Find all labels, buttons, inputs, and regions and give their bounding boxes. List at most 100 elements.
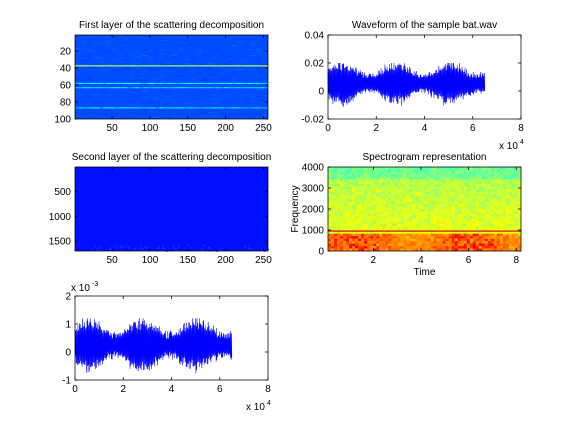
- spectrogram-cell: [472, 201, 476, 205]
- heatmap-cell: [261, 112, 268, 114]
- spectrogram-cell: [436, 216, 440, 220]
- spectrogram-cell: [514, 169, 519, 173]
- spectrogram-cell: [355, 236, 359, 239]
- spectrogram-cell: [430, 221, 434, 225]
- spectrogram-cell: [478, 179, 482, 183]
- spectrogram-cell: [430, 209, 434, 212]
- heatmap-cell: [129, 66, 136, 67]
- spectrogram-cell: [499, 216, 504, 220]
- spectrogram-cell: [454, 184, 458, 187]
- spectrogram-cell: [514, 171, 519, 175]
- spectrogram-cell: [478, 201, 482, 205]
- heatmap-cell: [117, 108, 124, 109]
- spectrogram-cell: [493, 241, 498, 244]
- spectrogram-cell: [421, 186, 425, 190]
- heatmap-cell: [81, 57, 88, 59]
- heatmap-cell: [189, 70, 196, 72]
- spectrogram-cell: [451, 176, 455, 180]
- spectrogram-cell: [487, 201, 492, 205]
- spectrogram-cell: [382, 186, 386, 190]
- spectrogram-cell: [448, 241, 452, 244]
- spectrogram-cell: [400, 186, 404, 190]
- spectrogram-cell: [460, 196, 464, 200]
- heatmap-bright-row: [155, 65, 160, 67]
- heatmap-cell: [255, 50, 262, 51]
- spectrogram-cell: [397, 241, 401, 244]
- spectrogram-cell: [493, 181, 498, 185]
- heatmap-cell: [189, 117, 196, 119]
- heatmap-cell: [159, 105, 166, 107]
- spectrogram-cell: [454, 226, 458, 229]
- heatmap-cell: [147, 114, 154, 116]
- spectrogram-cell: [343, 211, 347, 215]
- heatmap-cell: [117, 56, 124, 58]
- spectrogram-cell: [382, 243, 386, 247]
- heatmap-cell: [135, 71, 142, 73]
- heatmap-cell: [219, 249, 221, 251]
- spectrogram-cell: [352, 179, 356, 183]
- spectrogram-cell: [385, 204, 389, 207]
- spectrogram-cell: [433, 236, 437, 239]
- spectrogram-cell: [331, 206, 335, 210]
- spectrogram-cell: [478, 174, 482, 178]
- spectrogram-cell: [385, 201, 389, 205]
- spectrogram-cell: [517, 248, 522, 252]
- spectrogram-cell: [328, 221, 332, 225]
- spectrogram-cell: [367, 248, 371, 252]
- heatmap-cell: [123, 63, 130, 65]
- heatmap-cell: [231, 85, 238, 87]
- spectrogram-cell: [463, 196, 467, 200]
- heatmap-cell: [261, 116, 268, 118]
- heatmap-cell: [75, 115, 82, 117]
- spectrogram-cell: [391, 176, 395, 180]
- heatmap-cell: [153, 71, 160, 72]
- heatmap-cell: [177, 55, 184, 56]
- spectrogram-cell: [418, 216, 422, 220]
- spectrogram-cell: [409, 191, 413, 195]
- spectrogram-cell: [478, 248, 482, 252]
- heatmap-bright-row: [79, 82, 84, 85]
- heatmap-cell: [75, 87, 82, 89]
- spectrogram-cell: [388, 228, 392, 232]
- spectrogram-cell: [415, 238, 419, 242]
- spectrogram-cell: [406, 233, 410, 237]
- spectrogram-cell: [382, 211, 386, 215]
- spectrogram-cell: [349, 169, 353, 173]
- spectrogram-cell: [475, 204, 479, 207]
- spectrogram-cell: [439, 181, 443, 185]
- spectrogram-cell: [448, 176, 452, 180]
- spectrogram-cell: [352, 221, 356, 225]
- heatmap-cell: [213, 82, 220, 83]
- spectrogram-cell: [460, 186, 464, 190]
- spectrogram-cell: [490, 199, 495, 202]
- heatmap-cell: [153, 95, 160, 97]
- y-tick-label: 500: [54, 187, 71, 198]
- spectrogram-cell: [364, 169, 368, 173]
- spectrogram-cell: [436, 174, 440, 178]
- chart-title: First layer of the scattering decomposit…: [79, 20, 264, 31]
- heatmap-cell: [153, 102, 160, 104]
- heatmap-bright-row: [99, 87, 104, 89]
- spectrogram-cell: [493, 218, 498, 222]
- spectrogram-cell: [376, 218, 380, 222]
- heatmap-cell: [243, 102, 250, 104]
- spectrogram-cell: [433, 194, 437, 197]
- spectrogram-cell: [388, 167, 392, 170]
- spectrogram-cell: [460, 211, 464, 215]
- heatmap-cell: [159, 66, 166, 67]
- heatmap-cell: [129, 73, 136, 75]
- heatmap-cell: [147, 68, 154, 70]
- spectrogram-cell: [505, 243, 510, 247]
- spectrogram-cell: [460, 169, 464, 173]
- y-tick-label: 1500: [49, 237, 72, 248]
- spectrogram-cell: [484, 231, 489, 234]
- heatmap-cell: [111, 67, 118, 69]
- heatmap-bright-row: [115, 107, 120, 109]
- spectrogram-cell: [424, 174, 428, 178]
- spectrogram-cell: [388, 216, 392, 220]
- heatmap-bright-row: [103, 65, 108, 67]
- heatmap-cell: [183, 113, 190, 115]
- spectrogram-cell: [400, 213, 404, 217]
- spectrogram-cell: [505, 191, 510, 195]
